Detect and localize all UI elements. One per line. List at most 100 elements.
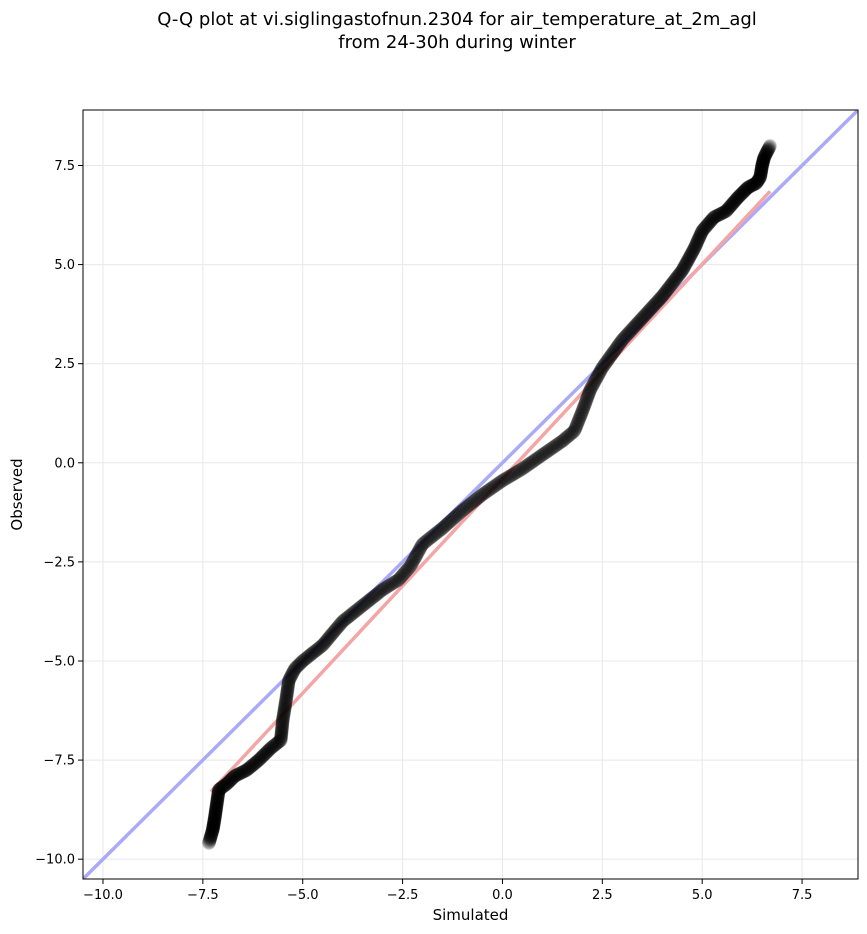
data-point (344, 607, 359, 621)
data-point (671, 268, 685, 283)
data-point (685, 244, 700, 259)
data-point (282, 672, 297, 687)
data-point (202, 835, 217, 850)
data-point (687, 241, 702, 256)
data-point (208, 803, 223, 818)
data-point (206, 820, 221, 835)
data-point (490, 477, 505, 492)
data-point (727, 194, 742, 209)
data-point (366, 589, 381, 604)
data-point (295, 654, 310, 669)
data-point (206, 821, 220, 836)
data-point (210, 793, 225, 807)
data-point (211, 786, 226, 801)
data-point (285, 667, 300, 681)
data-point (276, 708, 291, 723)
data-point (598, 356, 613, 371)
data-point (274, 728, 289, 742)
data-point (287, 663, 302, 678)
data-point (246, 757, 261, 772)
data-point (202, 833, 217, 848)
data-point (754, 165, 768, 180)
data-point (581, 388, 596, 403)
data-point (279, 689, 294, 704)
data-point (559, 430, 574, 445)
data-point (678, 258, 692, 273)
data-point (273, 732, 288, 746)
data-point (269, 736, 284, 751)
y-tick-label: −2.5 (43, 555, 75, 570)
data-point (408, 549, 423, 564)
data-point (466, 494, 481, 509)
data-point (710, 208, 725, 223)
data-point (614, 334, 628, 349)
data-point (453, 504, 468, 519)
data-point (758, 147, 773, 162)
data-point (451, 507, 466, 521)
data-point (384, 577, 399, 591)
data-point (315, 638, 330, 653)
data-point (275, 712, 290, 727)
data-point (416, 536, 431, 550)
data-point (338, 612, 353, 626)
data-point (656, 287, 671, 302)
data-point (568, 422, 582, 437)
data-point (331, 619, 346, 633)
data-point (302, 648, 317, 663)
data-point (487, 479, 502, 494)
data-point (424, 529, 439, 544)
data-point (372, 585, 386, 600)
data-point (413, 540, 428, 555)
data-point (210, 789, 225, 804)
data-point (676, 261, 691, 276)
data-point (722, 200, 736, 215)
data-point (254, 750, 269, 765)
data-point (660, 283, 674, 298)
data-point (736, 185, 751, 200)
data-point (475, 487, 490, 502)
x-tick-label: 5.0 (692, 888, 713, 903)
data-point (755, 157, 770, 172)
data-point (422, 531, 437, 546)
data-point (334, 615, 349, 630)
data-point (580, 389, 595, 404)
data-point (369, 587, 384, 602)
data-point (655, 288, 670, 303)
data-point (617, 331, 631, 345)
data-point (726, 196, 740, 211)
data-point (352, 601, 367, 615)
data-point (515, 461, 530, 476)
data-point (423, 530, 438, 545)
data-point (270, 735, 285, 750)
data-point (274, 729, 289, 744)
data-point (309, 643, 324, 657)
data-point (608, 342, 623, 357)
data-point (676, 262, 690, 277)
data-point (202, 834, 217, 849)
data-point (210, 791, 225, 805)
data-point (552, 436, 567, 450)
data-point (207, 810, 222, 825)
data-point (203, 830, 218, 845)
data-point (754, 164, 769, 179)
data-point (209, 799, 224, 813)
data-point (721, 201, 736, 216)
data-point (583, 382, 598, 396)
data-point (748, 176, 763, 191)
data-point (715, 206, 730, 221)
data-point (205, 824, 220, 839)
data-point (751, 172, 766, 187)
data-point (440, 516, 455, 531)
data-point (276, 711, 291, 725)
data-point (644, 300, 659, 315)
data-point (274, 730, 288, 745)
data-point (638, 307, 653, 322)
data-point (574, 405, 589, 420)
data-point (256, 748, 271, 762)
data-point (665, 276, 680, 291)
data-point (253, 751, 268, 766)
data-point (228, 768, 243, 783)
data-point (357, 597, 372, 611)
data-point (480, 484, 495, 499)
data-point (268, 737, 283, 752)
